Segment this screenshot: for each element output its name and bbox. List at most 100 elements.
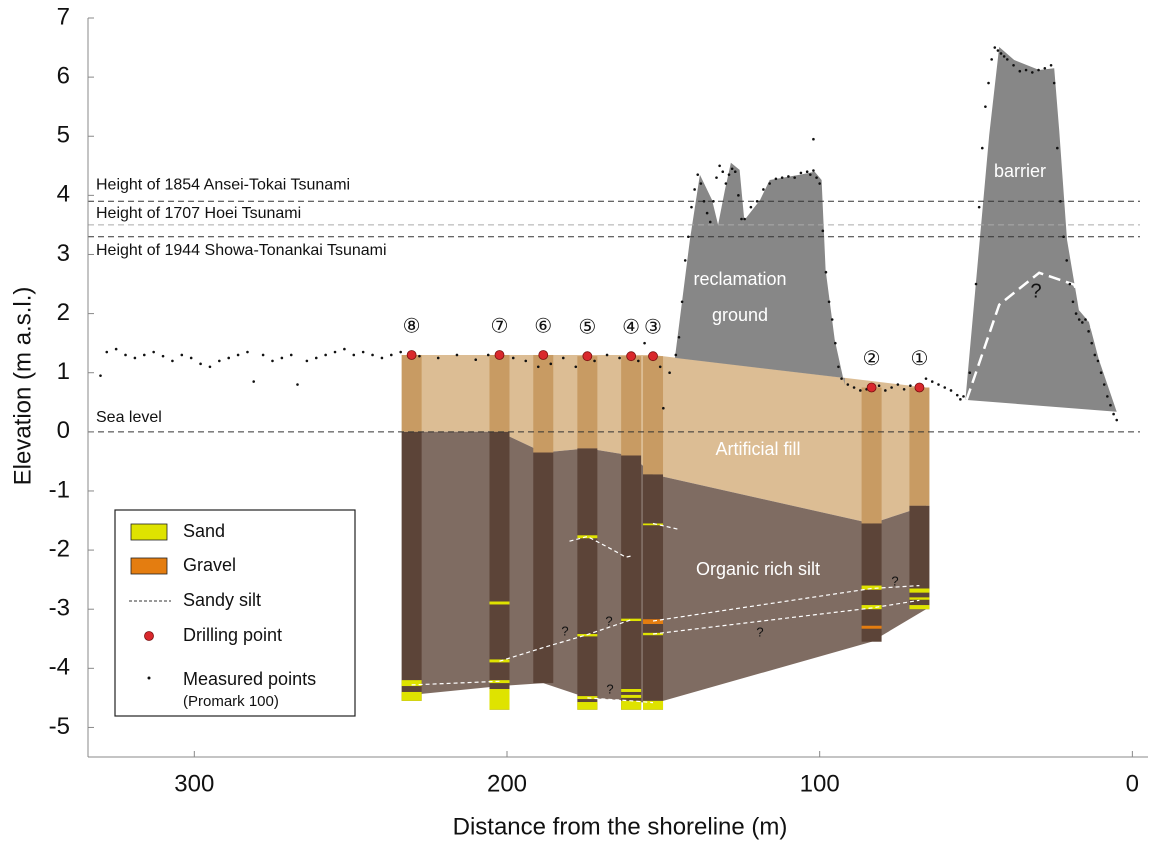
- sandy-silt-line: [499, 619, 632, 662]
- profile-label: barrier: [994, 161, 1046, 181]
- measured-point: [1065, 259, 1069, 262]
- core-label: ⑤: [578, 316, 596, 338]
- core-silt: [643, 474, 664, 710]
- core-layer: [909, 597, 930, 600]
- profile-label: ground: [712, 305, 768, 325]
- core-layer: [643, 523, 664, 526]
- measured-point: [280, 356, 284, 360]
- core-layer: [861, 625, 882, 629]
- profile-label: reclamation: [693, 269, 786, 289]
- annotation: ?: [756, 624, 763, 639]
- measured-point: [990, 58, 993, 61]
- measured-point: [474, 358, 478, 362]
- sandy-silt-line: [652, 599, 920, 635]
- annotation: ?: [606, 681, 613, 696]
- core-layer: [861, 605, 882, 610]
- measured-point: [780, 176, 784, 179]
- measured-point: [1112, 412, 1115, 416]
- measured-point: [1018, 69, 1022, 73]
- drilling-point: [626, 351, 637, 362]
- measured-point: [133, 356, 137, 360]
- core-layer: [861, 585, 882, 590]
- core-silt: [909, 505, 930, 610]
- measured-point: [668, 371, 671, 375]
- measured-point: [1106, 395, 1109, 398]
- measured-point: [762, 188, 765, 191]
- measured-point: [114, 347, 118, 351]
- measured-point: [812, 169, 815, 172]
- measured-point: [549, 362, 553, 366]
- y-tick-label: 0: [57, 417, 70, 444]
- drilling-point: [494, 350, 505, 360]
- measured-point: [924, 377, 928, 380]
- measured-point: [618, 356, 621, 360]
- y-tick-label: -5: [49, 713, 70, 740]
- measured-point: [1059, 199, 1062, 203]
- measured-point: [305, 359, 309, 363]
- measured-point: [730, 167, 734, 171]
- measured-point: [142, 353, 146, 357]
- profile-inner: [965, 271, 1112, 401]
- measured-point: [740, 217, 743, 221]
- legend-dot: [144, 631, 154, 641]
- measured-point: [774, 177, 778, 181]
- measured-point: [1099, 371, 1103, 375]
- measured-point: [737, 194, 740, 197]
- annotation: ?: [561, 623, 568, 638]
- core-layer: [489, 689, 510, 710]
- core-label: ⑦: [491, 315, 509, 337]
- drilling-point: [648, 351, 658, 362]
- measured-point: [561, 356, 565, 360]
- measured-point: [343, 347, 346, 351]
- legend-box: [114, 509, 356, 717]
- measured-point: [787, 175, 790, 178]
- measured-point: [1102, 383, 1106, 386]
- measured-point: [643, 341, 646, 345]
- measured-point: [605, 353, 609, 357]
- measured-point: [733, 170, 737, 174]
- measured-point: [324, 353, 327, 357]
- sandy-silt-line: [587, 697, 654, 704]
- measured-point: [199, 362, 202, 366]
- measured-point: [486, 353, 490, 357]
- measured-point: [902, 387, 906, 391]
- measured-point: [380, 356, 384, 360]
- core-fill: [577, 356, 598, 449]
- measured-point: [793, 176, 796, 179]
- measured-point: [124, 353, 127, 357]
- measured-point: [955, 393, 959, 397]
- measured-point: [712, 199, 715, 203]
- measured-point: [418, 354, 421, 358]
- measured-point: [702, 199, 706, 203]
- measured-point: [768, 182, 771, 185]
- core-silt: [577, 448, 598, 710]
- measured-point: [693, 188, 696, 191]
- measured-point: [846, 383, 850, 386]
- reference-label: Height of 1707 Hoei Tsunami: [96, 205, 301, 222]
- measured-point: [696, 173, 700, 176]
- core-label: ⑧: [403, 315, 421, 337]
- core-layer: [621, 618, 642, 622]
- measured-point: [812, 137, 815, 141]
- measured-point: [236, 353, 240, 357]
- legend-label: Measured points: [183, 669, 316, 689]
- measured-point: [399, 350, 402, 354]
- measured-point: [1062, 235, 1065, 239]
- measured-point: [1077, 318, 1081, 321]
- y-tick-label: 1: [57, 358, 70, 385]
- reference-label: Height of 1854 Ansei-Tokai Tsunami: [96, 176, 350, 193]
- core-fill: [909, 387, 930, 506]
- measured-point: [674, 353, 678, 357]
- measured-point: [1071, 300, 1075, 304]
- measured-point: [1024, 68, 1028, 72]
- core-layer: [621, 694, 642, 698]
- measured-point: [1087, 330, 1090, 333]
- measured-point: [105, 350, 109, 354]
- measured-point: [271, 359, 274, 363]
- measured-point: [837, 365, 840, 369]
- measured-point: [699, 182, 703, 185]
- measured-point: [455, 353, 459, 357]
- measured-point: [724, 182, 728, 185]
- measured-point: [877, 384, 881, 388]
- core-fill: [621, 356, 642, 456]
